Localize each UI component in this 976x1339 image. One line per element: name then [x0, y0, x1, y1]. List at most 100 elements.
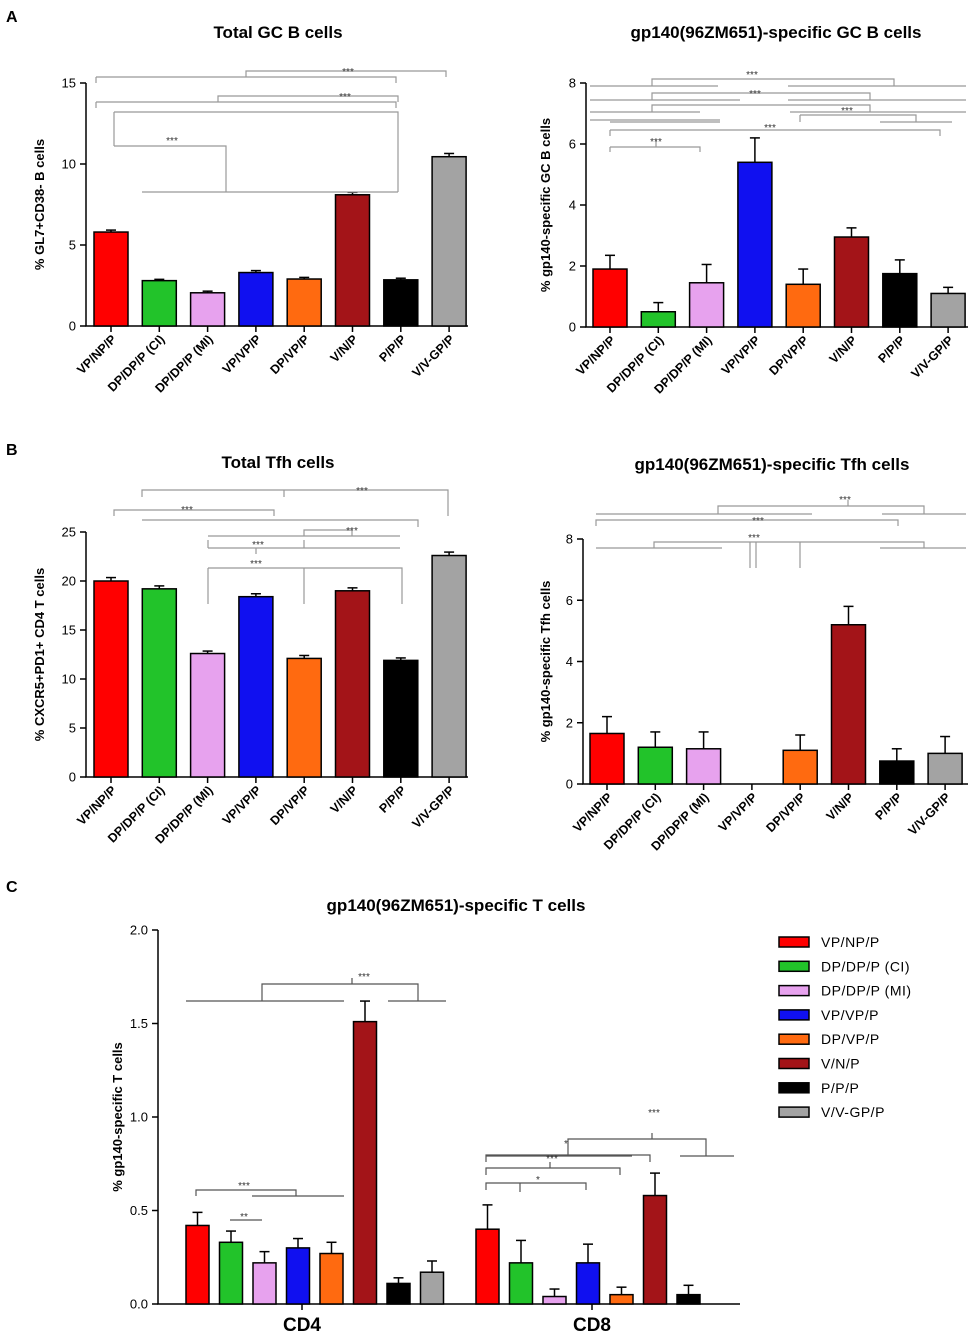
y-tick-label: 10 — [62, 672, 76, 687]
bar-v-n-p — [830, 624, 867, 785]
x-tick-label: P/P/P — [376, 332, 409, 365]
x-tick-label: VP/NP/P — [74, 783, 119, 828]
significance-label: *** — [346, 526, 358, 537]
significance-label: *** — [841, 106, 853, 117]
chart-gp140-specific-gc-b-cells: gp140(96ZM651)-specific GC B cells % gp14… — [538, 23, 968, 396]
bar-v-v-gp-p — [431, 155, 467, 327]
significance-label: *** — [839, 495, 851, 506]
significance-bracket — [95, 76, 397, 83]
significance-label: *** — [358, 972, 370, 983]
y-tick-label: 2 — [566, 715, 573, 730]
bar-dp-vp-p — [785, 283, 821, 328]
y-tick-label: 15 — [62, 76, 76, 91]
bar-p-p-p — [882, 272, 918, 328]
bar-vp-np-p — [93, 231, 129, 327]
significance-label: *** — [746, 70, 758, 81]
y-tick-label: 4 — [569, 198, 576, 213]
significance-label: *** — [238, 1181, 250, 1192]
bar-dp-dp-p-ci — [141, 588, 178, 778]
y-tick-label: 0 — [566, 777, 573, 792]
y-axis-label: % CXCR5+PD1+ CD4 T cells — [32, 568, 47, 741]
y-tick-label: 0 — [569, 320, 576, 335]
legend-swatch-dp-dp-p-ci — [778, 960, 810, 973]
x-tick-label: VP/VP/P — [719, 333, 763, 377]
x-tick-label: P/P/P — [872, 790, 905, 823]
y-axis-label: % GL7+CD38- B cells — [32, 139, 47, 270]
x-tick-label: V/N/P — [824, 790, 857, 823]
y-tick-label: 1.5 — [130, 1016, 148, 1031]
legend-label-dp-dp-p-ci: DP/DP/P (CI) — [821, 958, 910, 974]
y-tick-label: 2.0 — [130, 923, 148, 938]
x-tick-label: VP/NP/P — [573, 333, 618, 378]
x-tick-label: V/V-GP/P — [409, 332, 457, 380]
legend-label-v-n-p: V/N/P — [821, 1056, 860, 1072]
legend-swatch-v-n-p — [778, 1057, 810, 1070]
bar-cd4-p-p-p — [386, 1282, 411, 1305]
x-tick-label: P/P/P — [376, 783, 409, 816]
bar-vp-vp-p — [238, 271, 274, 327]
x-tick-label: V/N/P — [827, 333, 860, 366]
significance-label: *** — [250, 559, 262, 570]
legend-label-vp-vp-p: VP/VP/P — [821, 1007, 879, 1023]
significance-label: * — [536, 1175, 540, 1186]
significance-label: *** — [752, 516, 764, 527]
bar-cd4-dp-vp-p — [319, 1252, 344, 1305]
y-tick-label: 10 — [62, 157, 76, 172]
bar-vp-vp-p — [238, 595, 274, 778]
significance-bracket — [590, 119, 941, 136]
legend-swatch-vp-np-p — [778, 936, 810, 948]
panel-label-c: C — [6, 879, 18, 896]
legend-swatch-dp-dp-p-mi — [778, 984, 810, 997]
bar-dp-vp-p — [782, 749, 818, 785]
bar-dp-dp-p-ci — [141, 279, 178, 327]
chart-title: gp140(96ZM651)-specific Tfh cells — [635, 455, 910, 474]
bar-vp-np-p — [589, 732, 625, 785]
significance-bracket — [186, 978, 446, 1002]
significance-label: *** — [252, 540, 264, 551]
x-tick-label: VP/VP/P — [220, 332, 264, 376]
group-label-cd8: CD8 — [573, 1315, 611, 1336]
significance-label: *** — [339, 92, 351, 103]
significance-bracket — [486, 1133, 734, 1157]
significance-bracket — [141, 489, 449, 516]
significance-bracket — [610, 114, 952, 123]
significance-bracket — [114, 145, 398, 193]
bar-p-p-p — [383, 279, 419, 327]
significance-label: *** — [749, 89, 761, 100]
significance-bracket — [208, 529, 400, 537]
significance-label: *** — [764, 123, 776, 134]
legend-swatch-dp-vp-p — [778, 1033, 810, 1045]
significance-bracket — [245, 70, 447, 77]
chart-gp140-specific-tfh-cells: gp140(96ZM651)-specific Tfh cells % gp140… — [538, 455, 968, 853]
legend-label-dp-vp-p: DP/VP/P — [821, 1031, 880, 1047]
y-tick-label: 15 — [62, 623, 76, 638]
chart-title: Total Tfh cells — [221, 453, 334, 472]
bar-v-n-p — [833, 236, 870, 328]
legend-label-p-p-p: P/P/P — [821, 1080, 859, 1096]
x-tick-label: P/P/P — [875, 333, 908, 366]
bar-dp-dp-p-ci — [640, 311, 677, 328]
bar-v-v-gp-p — [927, 752, 963, 785]
significance-label: *** — [648, 1108, 660, 1119]
significance-bracket — [595, 519, 899, 526]
significance-bracket — [590, 104, 966, 113]
significance-label: *** — [748, 533, 760, 544]
x-tick-label: V/N/P — [328, 783, 361, 816]
bar-cd4-vp-vp-p — [285, 1247, 311, 1305]
bar-p-p-p — [383, 659, 419, 778]
x-tick-label: VP/VP/P — [220, 783, 264, 827]
bar-v-v-gp-p — [431, 554, 467, 778]
significance-label: *** — [546, 1154, 558, 1165]
significance-label: * — [564, 1139, 568, 1150]
x-tick-label: DP/VP/P — [767, 333, 812, 378]
bar-cd4-dp-dp-p-mi — [252, 1262, 277, 1305]
chart-total-tfh-cells: Total Tfh cells % CXCR5+PD1+ CD4 T cells 0… — [32, 453, 468, 846]
x-tick-label: DP/VP/P — [268, 332, 313, 377]
bar-vp-np-p — [592, 268, 628, 328]
legend-label-v-v-gp-p: V/V-GP/P — [821, 1104, 885, 1120]
significance-label: *** — [166, 136, 178, 147]
panel-label-a: A — [6, 9, 18, 26]
y-tick-label: 6 — [569, 137, 576, 152]
bar-dp-dp-p-mi — [685, 748, 722, 785]
